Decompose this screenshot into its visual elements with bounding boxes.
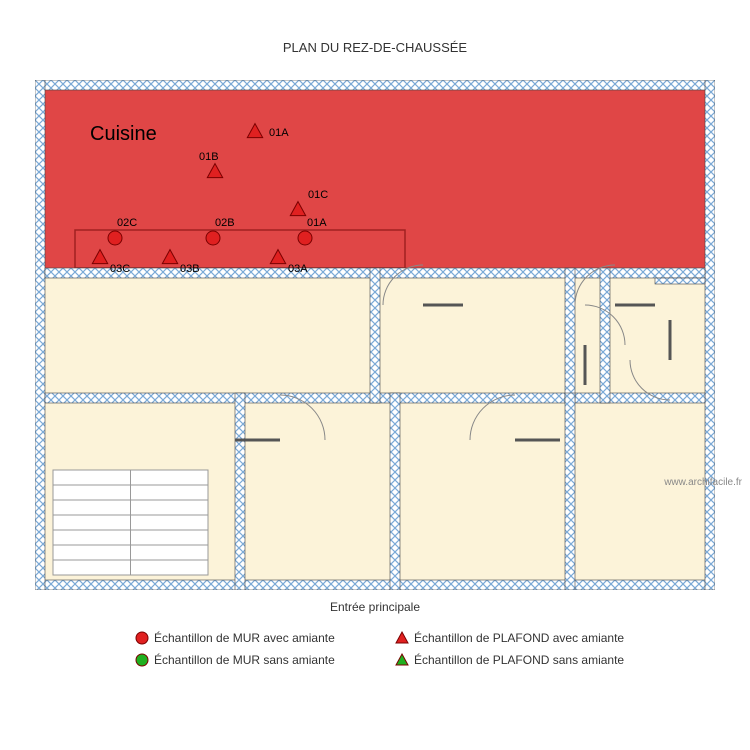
legend-triangle-green-icon: [390, 652, 414, 668]
svg-text:01B: 01B: [199, 151, 219, 163]
legend: Échantillon de MUR avec amiante Échantil…: [130, 630, 650, 674]
svg-text:02B: 02B: [215, 217, 235, 229]
svg-text:03B: 03B: [180, 263, 200, 275]
svg-text:Cuisine: Cuisine: [90, 123, 157, 145]
svg-text:01A: 01A: [269, 127, 289, 139]
page-title: PLAN DU REZ-DE-CHAUSSÉE: [0, 40, 750, 55]
svg-text:03A: 03A: [288, 263, 308, 275]
svg-text:01A: 01A: [307, 217, 327, 229]
svg-text:01C: 01C: [308, 189, 328, 201]
floor-plan: Cuisine 02C 02B 01A 01A 01B 01C 03C 03B 03A: [35, 80, 715, 590]
legend-label: Échantillon de PLAFOND avec amiante: [414, 631, 624, 645]
legend-item-mur-avec: Échantillon de MUR avec amiante: [130, 630, 390, 646]
legend-triangle-red-icon: [390, 630, 414, 646]
svg-text:03C: 03C: [110, 263, 130, 275]
legend-label: Échantillon de MUR avec amiante: [154, 631, 335, 645]
attribution-link[interactable]: www.archifacile.fr: [664, 477, 742, 488]
legend-label: Échantillon de MUR sans amiante: [154, 653, 335, 667]
legend-item-mur-sans: Échantillon de MUR sans amiante: [130, 652, 390, 668]
legend-item-plafond-avec: Échantillon de PLAFOND avec amiante: [390, 630, 650, 646]
legend-circle-red-icon: [130, 630, 154, 646]
legend-circle-green-icon: [130, 652, 154, 668]
legend-label: Échantillon de PLAFOND sans amiante: [414, 653, 624, 667]
legend-item-plafond-sans: Échantillon de PLAFOND sans amiante: [390, 652, 650, 668]
entry-label: Entrée principale: [0, 600, 750, 614]
svg-text:02C: 02C: [117, 217, 137, 229]
